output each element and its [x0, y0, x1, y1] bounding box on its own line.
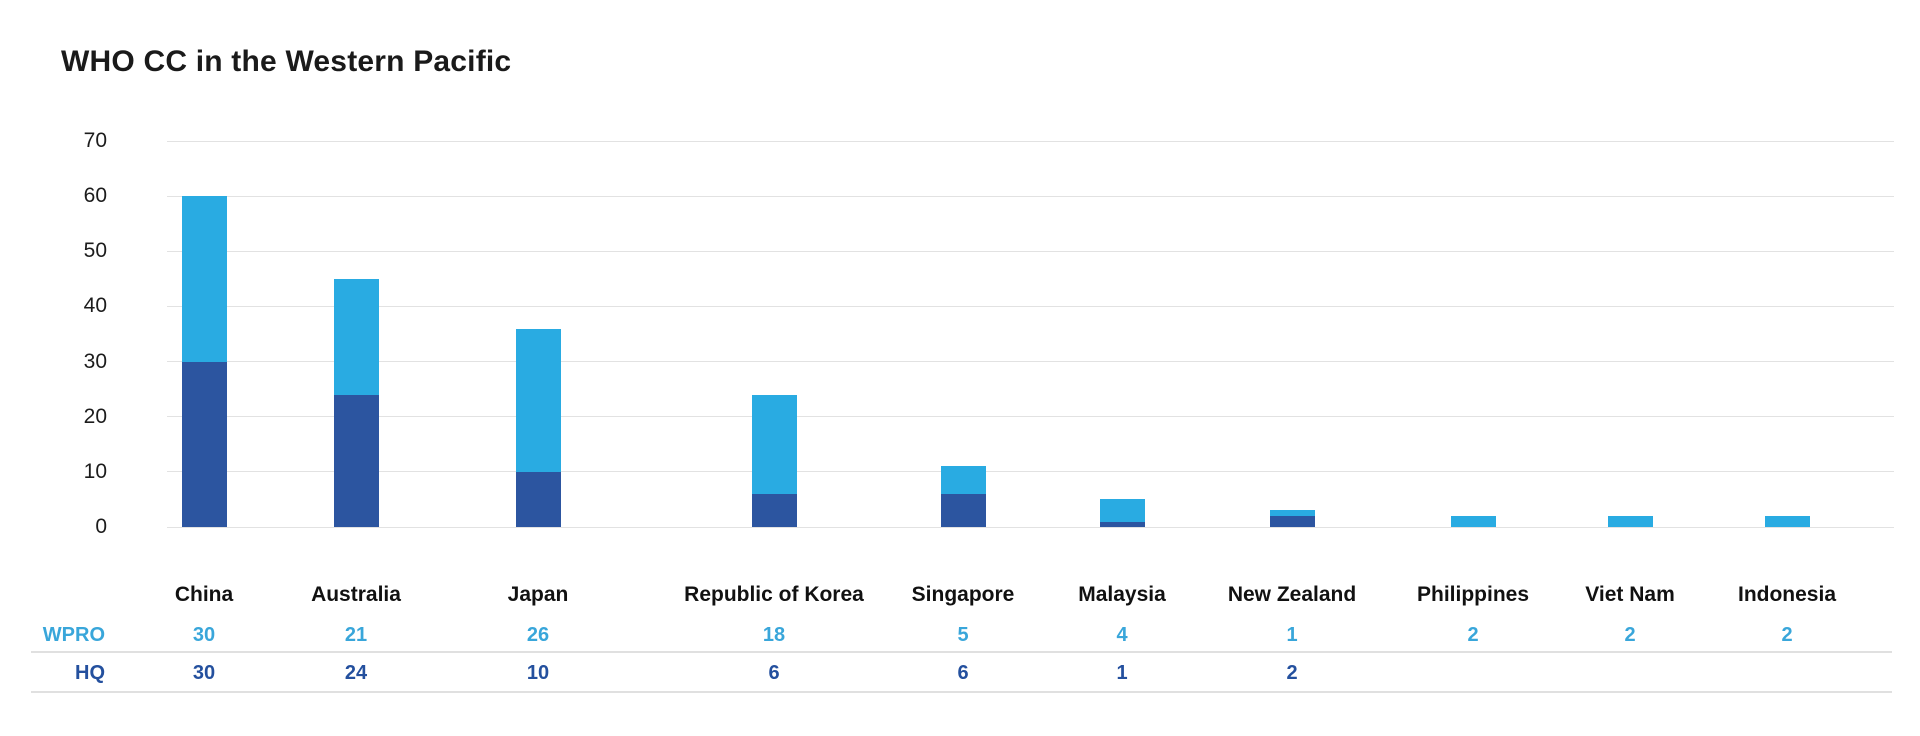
y-tick-label-50: 50 [83, 239, 107, 263]
bar-segment-wpro-china [181, 196, 227, 362]
cell-hq-china: 30 [192, 662, 216, 684]
x-axis-label-australia: Australia [311, 583, 401, 606]
cell-wpro-new-zealand: 1 [1286, 624, 1298, 646]
cell-wpro-australia: 21 [344, 624, 368, 646]
gridline-y-60 [167, 195, 1894, 197]
x-axis-label-china: China [174, 583, 234, 606]
x-axis-label-philippines: Philippines [1416, 583, 1530, 606]
y-tick-label-40: 40 [83, 294, 107, 318]
bar-segment-hq-japan [515, 471, 561, 527]
bar-segment-wpro-indonesia [1764, 515, 1810, 527]
x-axis-label-new-zealand: New Zealand [1227, 583, 1357, 606]
cell-wpro-philippines: 2 [1467, 624, 1479, 646]
bar-group-indonesia [1764, 515, 1810, 527]
bar-group-japan [515, 328, 561, 527]
bar-segment-hq-republic-of-korea [751, 493, 797, 527]
bar-segment-wpro-japan [515, 328, 561, 472]
plot-area [167, 140, 1894, 528]
gridline-y-40 [167, 305, 1894, 307]
bar-group-australia [333, 278, 379, 527]
table-divider-2 [31, 691, 1892, 693]
cell-hq-singapore: 6 [957, 662, 969, 684]
x-axis-label-japan: Japan [507, 583, 569, 606]
cell-hq-republic-of-korea: 6 [768, 662, 780, 684]
cell-wpro-indonesia: 2 [1781, 624, 1793, 646]
y-tick-label-30: 30 [83, 349, 107, 373]
x-axis-label-republic-of-korea: Republic of Korea [684, 583, 864, 606]
y-tick-label-0: 0 [95, 515, 107, 538]
x-axis-label-singapore: Singapore [911, 583, 1015, 606]
cell-hq-australia: 24 [344, 662, 368, 684]
cell-wpro-china: 30 [192, 624, 216, 646]
bar-segment-wpro-new-zealand [1269, 510, 1315, 516]
y-tick-label-20: 20 [83, 404, 107, 428]
cell-wpro-republic-of-korea: 18 [762, 624, 786, 646]
bar-group-new-zealand [1269, 510, 1315, 527]
bar-group-malaysia [1099, 499, 1145, 527]
bar-group-republic-of-korea [751, 394, 797, 527]
cell-wpro-japan: 26 [526, 624, 550, 646]
cell-hq-japan: 10 [526, 662, 550, 684]
x-axis-label-indonesia: Indonesia [1737, 583, 1837, 606]
bar-segment-hq-malaysia [1099, 521, 1145, 527]
y-axis: 70 60 50 40 30 20 10 0 [40, 129, 107, 538]
gridline-y-10 [167, 471, 1894, 473]
gridline-y-30 [167, 361, 1894, 363]
x-axis-label-viet-nam: Viet Nam [1585, 583, 1675, 606]
cell-wpro-malaysia: 4 [1116, 624, 1128, 646]
bar-group-china [181, 196, 227, 527]
bar-segment-wpro-republic-of-korea [751, 394, 797, 494]
bar-segment-hq-australia [333, 394, 379, 527]
bar-group-viet-nam [1607, 515, 1653, 527]
bar-segment-wpro-australia [333, 278, 379, 395]
cell-wpro-singapore: 5 [957, 624, 969, 646]
y-tick-label-60: 60 [83, 184, 107, 208]
bar-segment-wpro-philippines [1450, 515, 1496, 527]
bar-segment-wpro-singapore [940, 466, 986, 494]
cell-hq-malaysia: 1 [1116, 662, 1128, 684]
table-divider-1 [31, 651, 1892, 653]
x-axis-label-malaysia: Malaysia [1078, 583, 1166, 606]
table-row-label-wpro: WPRO [42, 624, 105, 646]
gridline-y-70 [167, 140, 1894, 142]
gridline-y-0 [167, 526, 1894, 528]
y-tick-label-70: 70 [83, 129, 107, 152]
gridline-y-50 [167, 250, 1894, 252]
bar-group-singapore [940, 466, 986, 527]
gridline-y-20 [167, 416, 1894, 418]
bar-segment-hq-singapore [940, 493, 986, 527]
bar-group-philippines [1450, 515, 1496, 527]
bar-segment-wpro-viet-nam [1607, 515, 1653, 527]
chart-title: WHO CC in the Western Pacific [61, 45, 512, 78]
y-tick-label-10: 10 [83, 459, 107, 483]
table-row-label-hq: HQ [75, 662, 105, 684]
bar-segment-hq-china [181, 361, 227, 527]
cell-hq-new-zealand: 2 [1286, 662, 1298, 684]
bar-segment-wpro-malaysia [1099, 499, 1145, 522]
cell-wpro-viet-nam: 2 [1624, 624, 1636, 646]
bar-segment-hq-new-zealand [1269, 515, 1315, 527]
